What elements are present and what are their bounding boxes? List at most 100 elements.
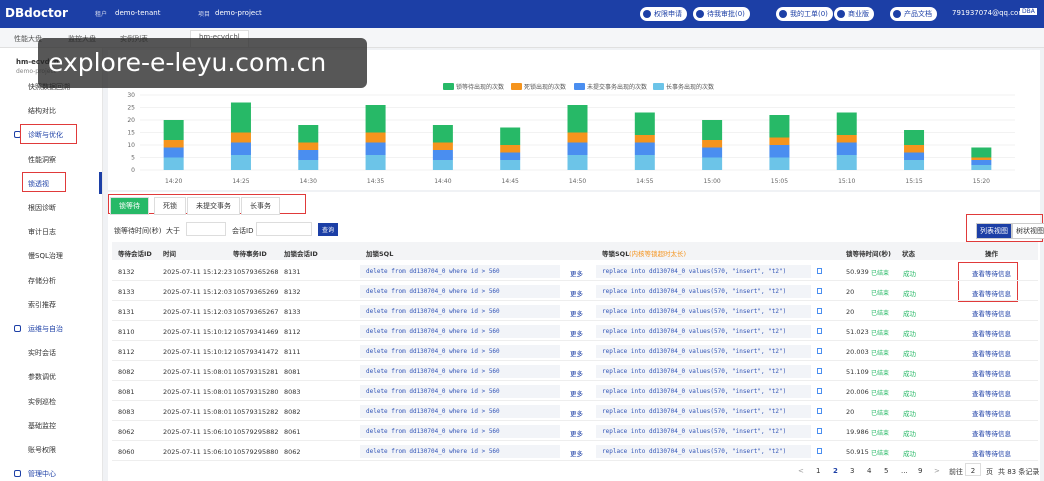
view-toggle[interactable]: 树状视图 (1012, 223, 1044, 239)
copy-icon[interactable] (817, 368, 822, 374)
page-number[interactable]: 4 (867, 467, 872, 475)
tenant-label: 租户 (95, 11, 108, 18)
sidebar-item[interactable]: 结构对比 (28, 107, 56, 116)
page-number[interactable]: 9 (918, 467, 923, 475)
sidebar-section[interactable]: 诊断与优化 (28, 131, 63, 140)
tenant-select[interactable]: demo-tenant (115, 9, 161, 17)
action-link[interactable]: 查看等待信息 (972, 370, 1011, 378)
sidebar-item[interactable]: 性能洞察 (28, 155, 56, 164)
sidebar-item[interactable]: 参数调优 (28, 373, 56, 382)
action-link[interactable]: 查看等待信息 (972, 450, 1011, 458)
column-header: 加锁会话ID (284, 250, 318, 258)
column-header: 锁等待时间(秒) (846, 250, 891, 258)
page-number[interactable]: ... (901, 467, 908, 475)
table-cell: replace into dd130704_0 values(570, "ins… (602, 288, 787, 295)
copy-icon[interactable] (817, 268, 822, 274)
bar-segment (365, 132, 386, 143)
copy-icon[interactable] (817, 328, 822, 334)
page-number[interactable]: 2 (833, 467, 838, 475)
query-button[interactable]: 查询 (318, 223, 339, 236)
bar-segment (230, 155, 251, 170)
result: 成功 (903, 330, 916, 338)
sidebar-item[interactable]: 审计日志 (28, 228, 56, 237)
result: 成功 (903, 450, 916, 458)
bar-segment (432, 160, 453, 170)
sidebar-section[interactable]: 管理中心 (28, 470, 56, 479)
action-link[interactable]: 查看等待信息 (972, 270, 1011, 278)
header-button[interactable]: 待我审批(0) (693, 7, 750, 21)
sidebar-item[interactable]: 根因诊断 (28, 204, 56, 212)
more-link[interactable]: 更多 (570, 350, 583, 358)
table-cell: 8112 (118, 348, 135, 356)
more-link[interactable]: 更多 (570, 270, 583, 278)
table-cell: delete from dd130704_0 where id > 560 (366, 268, 500, 275)
sidebar-item[interactable]: 存储分析 (28, 276, 56, 285)
copy-icon[interactable] (817, 428, 822, 434)
row-divider (112, 420, 1038, 421)
legend-swatch (443, 83, 454, 90)
filter-tab[interactable]: 长事务 (241, 197, 280, 215)
status-tag: 已结束 (871, 290, 890, 297)
copy-icon[interactable] (817, 388, 822, 394)
goto-input[interactable]: 2 (965, 463, 981, 476)
action-link[interactable]: 查看等待信息 (972, 290, 1011, 298)
action-link[interactable]: 查看等待信息 (972, 430, 1011, 438)
sidebar-item[interactable]: 账号权限 (28, 446, 56, 454)
more-link[interactable]: 更多 (570, 390, 583, 398)
copy-icon[interactable] (817, 448, 822, 454)
tab[interactable]: 性能大盘 (14, 35, 42, 43)
page-number[interactable]: 3 (850, 467, 855, 475)
page-number[interactable]: 5 (884, 467, 889, 475)
page-next[interactable]: > (934, 467, 940, 475)
bar-segment (567, 105, 588, 133)
action-link[interactable]: 查看等待信息 (972, 390, 1011, 398)
sidebar-section[interactable]: 运维与自治 (28, 325, 63, 333)
more-link[interactable]: 更多 (570, 370, 583, 378)
x-tick-label: 14:30 (300, 178, 317, 185)
more-link[interactable]: 更多 (570, 330, 583, 338)
action-link[interactable]: 查看等待信息 (972, 410, 1011, 418)
status-tag: 已结束 (871, 350, 890, 357)
sidebar-item[interactable]: 实时会话 (28, 349, 56, 358)
sidebar-item[interactable]: 实例巡检 (28, 397, 56, 406)
table-cell: 8112 (284, 328, 301, 336)
filter-tab[interactable]: 未提交事务 (187, 197, 240, 215)
more-link[interactable]: 更多 (570, 430, 583, 438)
copy-icon[interactable] (817, 308, 822, 314)
more-link[interactable]: 更多 (570, 290, 583, 298)
column-header: (内核等锁超时太长) (629, 250, 687, 258)
header-button[interactable]: 我的工单(0) (776, 7, 833, 21)
table-cell: delete from dd130704_0 where id > 560 (366, 308, 500, 315)
sql-bg (360, 285, 560, 298)
sidebar-item[interactable]: 基础监控 (28, 421, 56, 430)
bar-segment (904, 160, 925, 170)
filter-tab[interactable]: 死锁 (154, 197, 186, 215)
page-prev[interactable]: < (798, 467, 804, 475)
session-input[interactable] (256, 222, 312, 236)
bar-segment (230, 142, 251, 155)
sidebar-item[interactable]: 慢SQL治理 (28, 252, 63, 261)
copy-icon[interactable] (817, 288, 822, 294)
sidebar-item[interactable]: 索引推荐 (28, 300, 56, 309)
y-tick-label: 5 (131, 155, 135, 162)
header-button[interactable]: 权限申请 (640, 7, 687, 21)
action-link[interactable]: 查看等待信息 (972, 310, 1011, 318)
copy-icon[interactable] (817, 408, 822, 414)
wait-input[interactable] (186, 222, 226, 236)
action-link[interactable]: 查看等待信息 (972, 350, 1011, 358)
project-select[interactable]: demo-project (215, 9, 262, 17)
view-toggle[interactable]: 列表视图 (976, 223, 1012, 239)
user[interactable]: 791937074@qq.com (952, 9, 1026, 17)
page-number[interactable]: 1 (816, 467, 821, 475)
filter-tab[interactable]: 锁等待 (110, 197, 149, 215)
bar-segment (163, 147, 184, 158)
more-link[interactable]: 更多 (570, 450, 583, 458)
more-link[interactable]: 更多 (570, 310, 583, 318)
more-link[interactable]: 更多 (570, 410, 583, 418)
copy-icon[interactable] (817, 348, 822, 354)
sidebar-item[interactable]: 锁透视 (28, 179, 49, 188)
action-link[interactable]: 查看等待信息 (972, 330, 1011, 338)
header-button[interactable]: 产品文档 (890, 7, 937, 21)
status-tag: 已结束 (871, 330, 890, 337)
header-button[interactable]: 商业版 (834, 7, 874, 21)
